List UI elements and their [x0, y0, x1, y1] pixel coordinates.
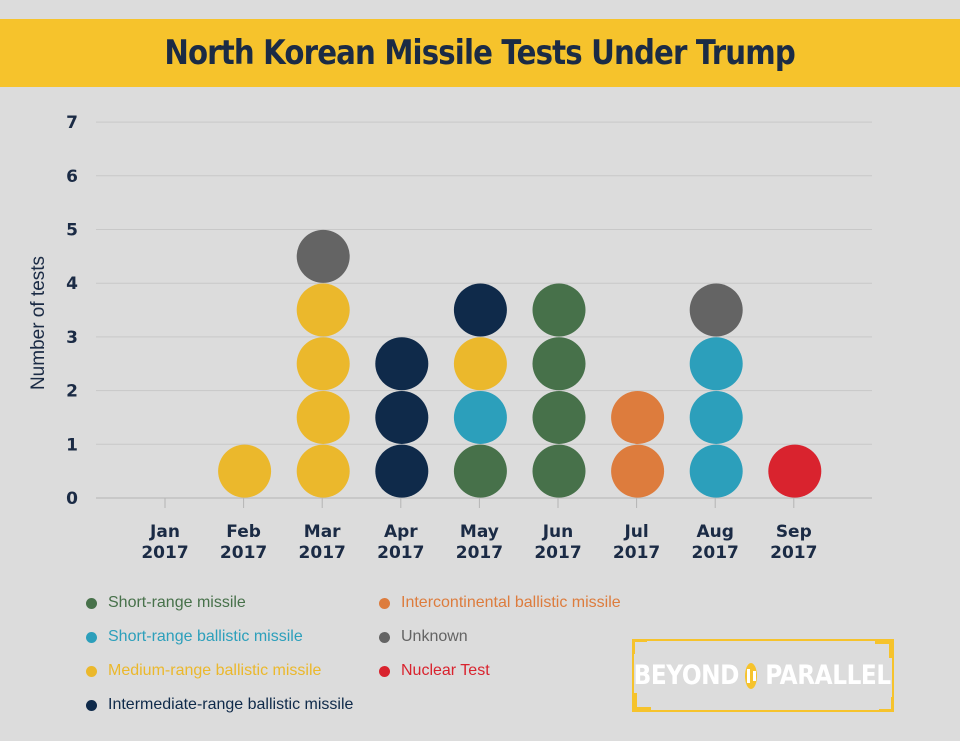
legend-swatch	[379, 631, 390, 643]
data-dot	[296, 229, 350, 283]
beyond-parallel-logo: BEYOND PARALLEL	[632, 639, 894, 712]
chart-title: North Korean Missile Tests Under Trump	[164, 33, 796, 73]
data-dot	[453, 283, 507, 337]
x-tick-label-month: Jul	[623, 522, 648, 542]
x-tick-label-year: 2017	[692, 543, 739, 563]
data-dot	[532, 283, 586, 337]
data-dot	[218, 444, 272, 498]
data-dot	[453, 337, 507, 391]
x-tick-label-month: Sep	[776, 522, 812, 542]
x-tick-label-month: Jan	[149, 522, 180, 542]
legend-swatch	[86, 699, 97, 711]
y-tick-label: 5	[66, 221, 78, 241]
y-tick-label: 3	[66, 328, 78, 348]
legend-swatch	[379, 665, 390, 677]
data-dot	[375, 337, 429, 391]
x-tick-label-month: Mar	[304, 522, 341, 542]
legend-swatch	[379, 597, 390, 609]
x-tick-label-year: 2017	[377, 543, 424, 563]
y-tick-label: 6	[66, 167, 78, 187]
legend-item-medium-range-ballistic-missile: Medium-range ballistic missile	[86, 662, 321, 680]
title-bar: North Korean Missile Tests Under Trump	[0, 19, 960, 87]
x-tick-label-month: Feb	[226, 522, 261, 542]
x-tick-label-year: 2017	[770, 543, 817, 563]
y-tick-label: 2	[66, 382, 78, 402]
legend-item-nuclear-test: Nuclear Test	[379, 662, 490, 680]
y-tick-label: 7	[66, 113, 78, 133]
legend-item-intercontinental-ballistic-missile: Intercontinental ballistic missile	[379, 594, 621, 612]
legend-label: Intercontinental ballistic missile	[401, 594, 621, 611]
data-dot	[689, 283, 743, 337]
data-dot	[453, 390, 507, 444]
x-tick-label-year: 2017	[456, 543, 503, 563]
x-tick-label-year: 2017	[141, 543, 188, 563]
legend-label: Short-range missile	[108, 594, 246, 611]
legend-swatch	[86, 597, 97, 609]
data-dot	[768, 444, 822, 498]
logo-word-left: BEYOND	[633, 660, 739, 691]
legend-item-short-range-missile: Short-range missile	[86, 594, 246, 612]
data-dot	[375, 444, 429, 498]
x-tick-label-month: Jun	[542, 522, 574, 542]
data-dot	[453, 444, 507, 498]
legend-item-intermediate-range-ballistic-missile: Intermediate-range ballistic missile	[86, 696, 353, 714]
legend-label: Unknown	[401, 628, 468, 645]
logo-word-right: PARALLEL	[765, 660, 892, 691]
legend-swatch	[86, 665, 97, 677]
data-dot	[689, 390, 743, 444]
y-tick-label: 0	[66, 489, 78, 509]
x-tick-label-year: 2017	[299, 543, 346, 563]
logo-parallel-icon	[745, 662, 758, 689]
y-tick-label: 4	[66, 274, 78, 294]
x-tick-label-year: 2017	[534, 543, 581, 563]
legend-item-short-range-ballistic-missile: Short-range ballistic missile	[86, 628, 303, 646]
x-tick-label-year: 2017	[220, 543, 267, 563]
x-axis-ticks: Jan2017Feb2017Mar2017Apr2017May2017Jun20…	[141, 498, 817, 563]
x-tick-label-month: Apr	[384, 522, 418, 542]
data-dot	[532, 444, 586, 498]
x-tick-label-month: May	[460, 522, 499, 542]
data-dot	[296, 390, 350, 444]
data-dot	[689, 444, 743, 498]
legend-label: Nuclear Test	[401, 662, 490, 679]
data-dot	[375, 390, 429, 444]
data-dot	[689, 337, 743, 391]
data-dot	[532, 390, 586, 444]
x-tick-label-month: Aug	[696, 522, 733, 542]
legend-label: Intermediate-range ballistic missile	[108, 696, 354, 713]
data-dot	[532, 337, 586, 391]
data-dot	[296, 337, 350, 391]
data-dot	[296, 283, 350, 337]
legend-swatch	[86, 631, 97, 643]
legend-label: Medium-range ballistic missile	[108, 662, 322, 679]
y-axis-ticks: 0 1 2 3 4 5 6 7	[66, 113, 78, 509]
x-tick-label-year: 2017	[613, 543, 660, 563]
grid-lines	[96, 121, 872, 499]
data-dot	[611, 390, 665, 444]
data-dots	[218, 229, 822, 498]
y-axis-label: Number of tests	[28, 256, 49, 390]
legend-label: Short-range ballistic missile	[108, 628, 303, 645]
data-dot	[296, 444, 350, 498]
legend-item-unknown: Unknown	[379, 628, 468, 646]
y-tick-label: 1	[66, 435, 78, 455]
data-dot	[611, 444, 665, 498]
